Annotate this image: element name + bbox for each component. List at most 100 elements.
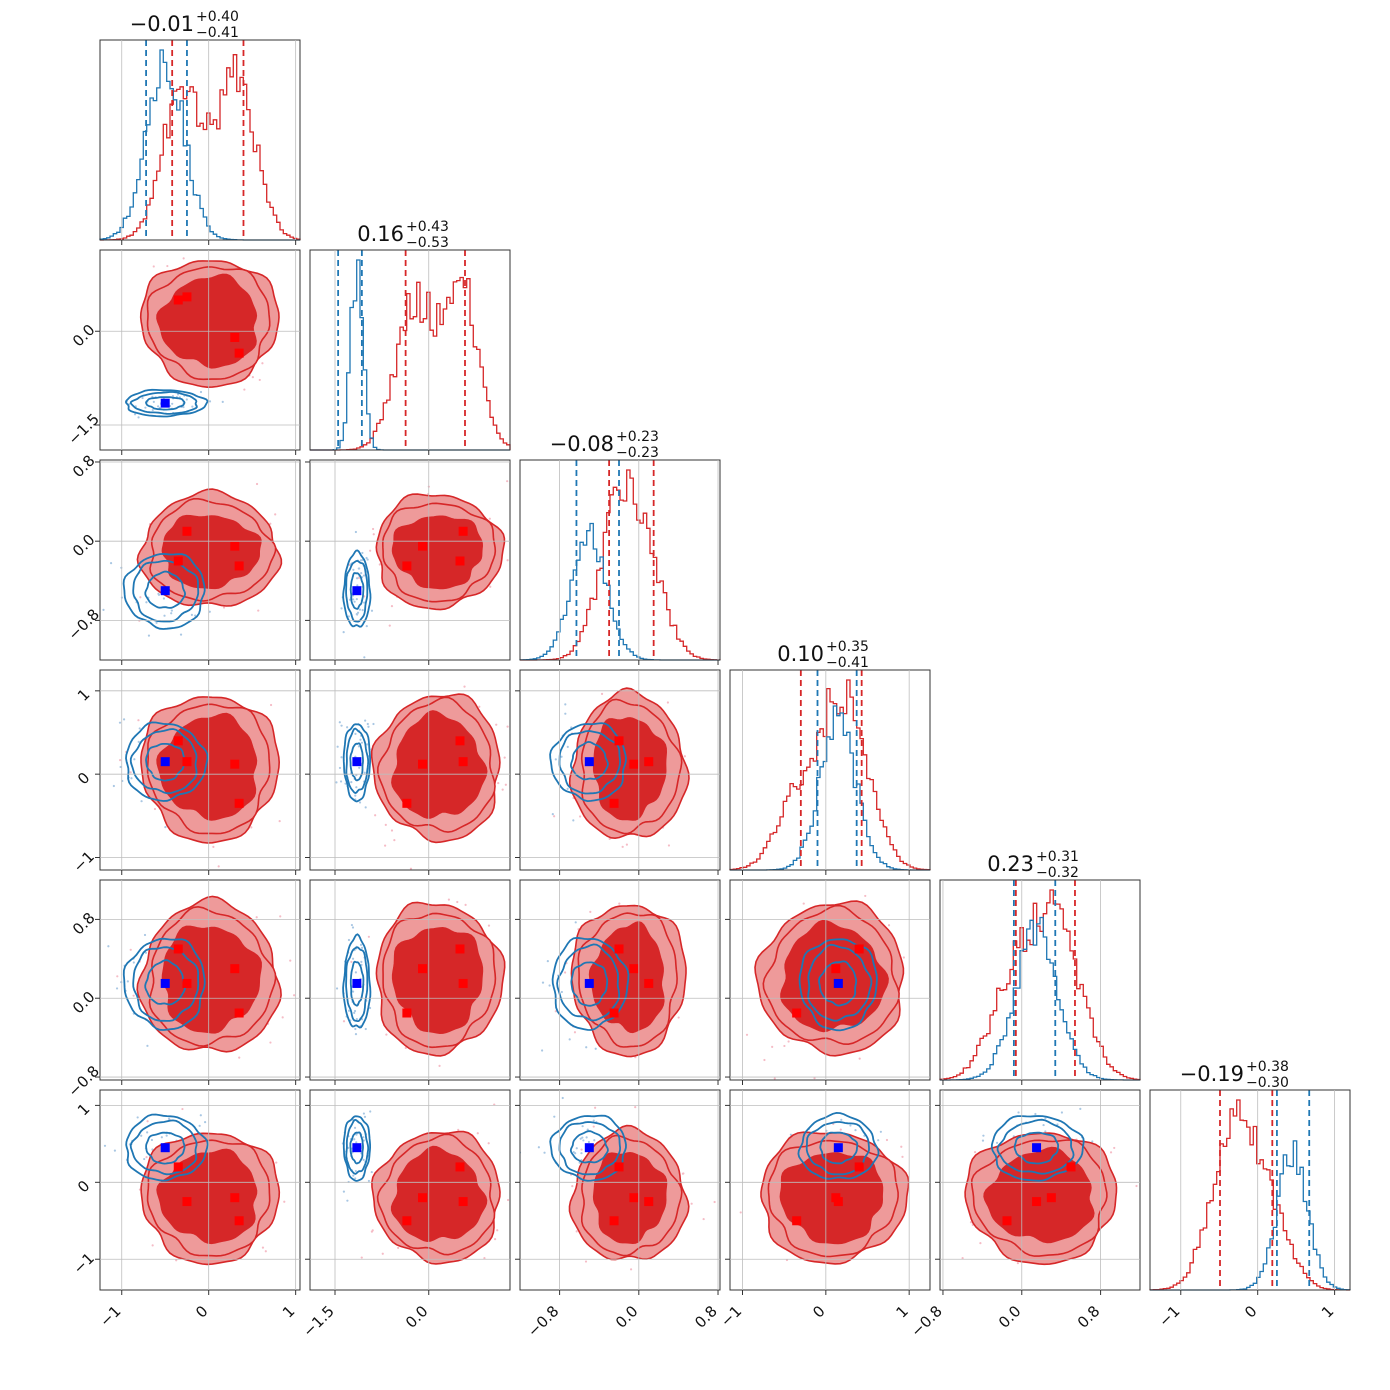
panel-3-0-red-sample [119,759,122,762]
panel-1-0-blue-sample [185,398,188,401]
panel-3-1-blue-sample [360,741,364,744]
panel-2-0-blue-sample [170,609,173,612]
panel-5-3-red-sample [839,1128,842,1131]
panel-3-0-blue-sample [130,777,133,780]
panel-1-0-content [124,257,280,419]
panel-5-1-red-marker-3 [402,1216,412,1226]
panel-4-2-blue-sample [541,981,545,984]
panel-5-0-blue-sample [198,1124,201,1127]
panel-4-3-content [745,894,905,1080]
panel-1-0-blue-contour-0 [145,396,186,411]
panel-2-0-red-sample [255,482,259,486]
panel-5-4 [939,1089,1141,1291]
panel-4-1-red-sample [367,935,370,938]
panel-4-3-red-sample [864,894,867,898]
panel-4-2-blue-sample [541,1049,544,1052]
panel-4-1-blue-sample [347,1009,351,1012]
panel-4-0-red-sample [116,975,119,978]
panel-5-2-red-sample [592,1125,595,1128]
panel-3-1-red-sample [503,756,506,759]
panel-5-1-blue-sample [362,1112,366,1115]
panel-4-1-blue-sample [364,1027,367,1031]
ytick-label-3-0: −1 [70,848,98,876]
panel-4-1-content [335,898,506,1067]
panel-5-1-blue-contour-0 [349,1131,364,1165]
panel-4-2-red-sample [589,910,592,913]
panel-5-3-red-marker-2 [831,1193,841,1203]
panel-3-0-blue-sample [122,718,126,721]
panel-5-0-red-sample [145,1156,148,1159]
panel-5-1-blue-sample [342,1190,346,1193]
panel-5-1-red-sample [496,1229,499,1232]
panel-5-3-red-sample [901,1155,904,1158]
panel-2-0-blue-sample [155,621,158,624]
panel-5-4-blue-sample [1079,1107,1082,1110]
panel-4-1-blue-marker [352,978,362,988]
panel-3-2-content [549,687,690,848]
panel-1-0-frame [99,249,301,451]
hist-2-blue-histogram [519,522,720,661]
panel-5-2-red-marker-3 [609,1216,619,1226]
panel-4-3-red-sample [773,1077,776,1080]
panel-3-1-blue-sample [358,801,362,804]
panel-4-3-red-sample [771,1045,774,1049]
panel-3-1-blue-sample [372,722,375,726]
panel-5-0-red-contour-inner [156,1148,258,1245]
ytick-label-3-2: 1 [74,685,93,704]
panel-5-2-red-sample [575,1230,578,1233]
panel-2-1-red-sample [372,533,375,536]
panel-4-0-frame [99,879,301,1081]
hist-3-frame [729,669,931,871]
panel-5-0-red-sample [151,1244,154,1247]
panel-5-0-red-marker-1 [182,1197,192,1207]
panel-4-3-red-marker-3 [792,1008,802,1018]
ytick-label-1-0: −1.5 [65,410,103,448]
panel-4-3-red-sample [813,1077,816,1080]
panel-2-0-blue-contour-0 [144,570,187,609]
panel-5-4-red-marker-2 [1046,1193,1056,1203]
panel-5-1-red-sample [381,1252,384,1255]
panel-3-2-blue-sample [564,712,567,715]
hist-0-frame [99,39,301,241]
panel-3-0-blue-sample [164,826,167,829]
panel-4-0-red-marker-3 [234,1008,244,1018]
hist-4-title-minus: −0.32 [1036,865,1079,881]
panel-5-2-red-sample [629,1268,633,1271]
panel-3-1-red-marker-0 [455,736,465,746]
panel-4-1-red-marker-1 [458,978,468,988]
panel-1-0-red-sample [261,362,264,365]
panel-3-0-red-sample [303,794,305,796]
panel-2-0-red-sample [222,606,226,609]
panel-2-1-blue-sample [360,572,363,575]
panel-3-1-blue-contour-1 [345,727,370,794]
panel-3-1-blue-sample [366,722,369,726]
panel-4-0-red-contour-inner [161,925,262,1034]
panel-3-2-blue-sample [572,819,575,822]
panel-5-3 [729,1089,931,1291]
panel-2-0-blue-sample [170,612,173,615]
xtick-label-2-2: 0.8 [691,1302,721,1332]
panel-5-1-red-sample [487,1142,490,1145]
panel-1-0-blue-sample [141,396,144,400]
panel-5-3-blue-sample [879,1130,882,1133]
panel-5-4-blue-sample [1091,1140,1094,1143]
panel-4-2-red-sample [677,1016,680,1019]
panel-2-1-red-sample [488,517,491,520]
ytick-label-4-1: 0.0 [69,988,99,1018]
panel-5-2-red-marker-0 [614,1162,624,1172]
panel-3-1-red-sample [384,823,387,826]
panel-4-1-red-sample [404,1046,407,1050]
panel-5-0-red-sample [264,1250,267,1253]
panel-5-2-blue-sample [543,1151,546,1154]
panel-3-2-red-sample [600,692,604,696]
panel-4-1-blue-sample [353,1011,356,1015]
panel-1-0-blue-sample [151,408,154,412]
panel-4-3 [729,879,931,1081]
panel-3-2-red-sample [667,844,671,847]
panel-4-0-blue-sample [144,951,148,954]
panel-5-2-red-sample [713,1200,716,1204]
panel-1-0-blue-sample [156,405,160,408]
panel-1-0-red-marker-2 [230,333,240,342]
ytick-label-5-2: 1 [74,1100,93,1119]
panel-1-0-red-sample [243,388,246,391]
